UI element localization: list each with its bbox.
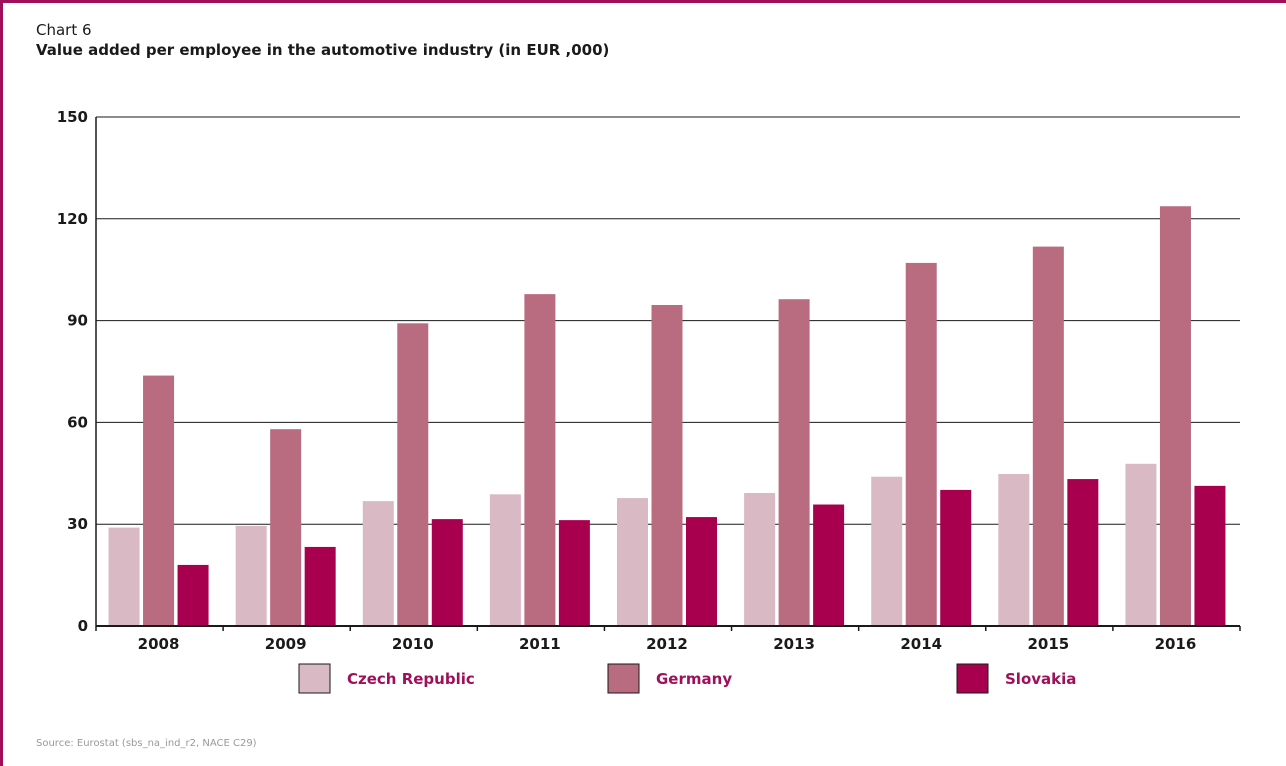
x-tick-label: 2013 [773, 635, 815, 653]
y-tick-label: 30 [67, 515, 88, 533]
bar-germany [778, 299, 810, 626]
bar-czech-republic [235, 525, 267, 626]
bar-slovakia [813, 504, 845, 626]
legend-label: Germany [656, 670, 732, 688]
bar-slovakia [686, 517, 717, 626]
bar-czech-republic [108, 527, 140, 626]
bar-germany [1159, 206, 1191, 626]
y-tick-label: 120 [57, 210, 88, 228]
y-axis-tick-labels: 0 30 60 90 120 150 [57, 108, 88, 635]
legend-item-germany: Germany [607, 663, 732, 694]
frame-left-border [0, 0, 3, 766]
bar-czech-republic [998, 473, 1030, 626]
x-tick-label: 2012 [646, 635, 688, 653]
bar-slovakia [177, 564, 209, 626]
chart-title: Value added per employee in the automoti… [36, 41, 610, 59]
frame-top-border [0, 0, 1286, 3]
bar-czech-republic [744, 492, 776, 626]
bar-czech-republic [489, 494, 521, 626]
x-tick-label: 2015 [1027, 635, 1069, 653]
x-tick-label: 2010 [392, 635, 434, 653]
x-tick-label: 2016 [1155, 635, 1197, 653]
legend-swatch [298, 663, 331, 694]
bar-germany [524, 294, 556, 626]
bar-germany [1032, 246, 1064, 626]
bar-slovakia [1194, 485, 1226, 626]
x-tick-label: 2008 [138, 635, 180, 653]
legend-label: Slovakia [1005, 670, 1076, 688]
legend-item-slovakia: Slovakia [956, 663, 1076, 694]
x-tick-label: 2014 [900, 635, 942, 653]
bar-germany [905, 262, 937, 626]
bar-slovakia [940, 489, 972, 626]
bar-germany [143, 375, 175, 626]
x-axis-tick-labels: 2008 2009 2010 2011 2012 2013 2014 2015 2016 [138, 635, 1197, 653]
bar-czech-republic [617, 498, 648, 626]
bar-slovakia [558, 520, 590, 626]
legend-swatch [607, 663, 640, 694]
legend-item-czech-republic: Czech Republic [298, 663, 475, 694]
source-note: Source: Eurostat (sbs_na_ind_r2, NACE C2… [36, 738, 257, 749]
legend-swatch [956, 663, 989, 694]
x-tick-label: 2011 [519, 635, 561, 653]
bars [108, 206, 1226, 626]
legend-label: Czech Republic [347, 670, 475, 688]
bar-czech-republic [871, 476, 903, 626]
y-tick-label: 0 [78, 617, 88, 635]
y-tick-label: 60 [67, 413, 88, 431]
x-tick-label: 2009 [265, 635, 307, 653]
bar-germany [651, 304, 683, 626]
chart-number: Chart 6 [36, 21, 92, 39]
y-tick-label: 90 [67, 312, 88, 330]
bar-czech-republic [362, 501, 394, 626]
bar-czech-republic [1125, 463, 1157, 626]
legend: Czech Republic Germany Slovakia [298, 663, 1076, 694]
bar-slovakia [304, 546, 336, 626]
bar-germany [397, 323, 429, 626]
axes [95, 117, 1241, 631]
bar-slovakia [1067, 479, 1099, 626]
y-tick-label: 150 [57, 108, 88, 126]
bar-slovakia [431, 519, 463, 626]
bar-germany [270, 429, 302, 626]
